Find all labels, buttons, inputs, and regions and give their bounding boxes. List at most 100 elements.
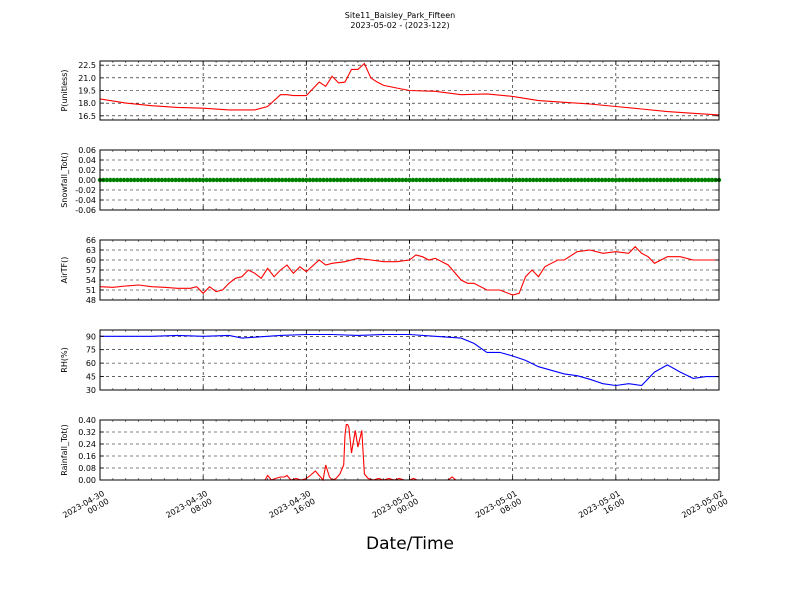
data-point xyxy=(689,177,694,183)
data-point xyxy=(524,177,529,183)
data-point xyxy=(696,177,701,183)
y-tick-label: 0.02 xyxy=(78,166,96,175)
data-point xyxy=(225,177,230,183)
y-axis-label: Rainfall_Tot() xyxy=(60,424,69,476)
data-point xyxy=(520,177,526,183)
data-point xyxy=(637,177,643,183)
data-point xyxy=(163,177,168,183)
data-point xyxy=(678,177,684,183)
data-point xyxy=(262,177,268,183)
data-point xyxy=(586,177,591,183)
data-point xyxy=(128,177,134,183)
x-tick-label: 2023-04-3008:00 xyxy=(164,489,213,528)
data-point xyxy=(568,177,574,183)
data-point xyxy=(541,177,546,183)
data-point xyxy=(434,177,440,183)
data-point xyxy=(493,177,498,183)
data-point xyxy=(610,177,615,183)
data-point xyxy=(383,177,388,183)
y-tick-label: 54 xyxy=(86,276,96,285)
y-axis-label: Snowfall_Tot() xyxy=(60,152,69,208)
data-point xyxy=(427,177,433,183)
data-point xyxy=(651,177,656,183)
data-point xyxy=(417,177,423,183)
data-point xyxy=(703,177,708,183)
y-tick-label: 57 xyxy=(86,266,96,275)
data-point xyxy=(242,177,247,183)
y-axis-label: P(unitless) xyxy=(60,69,69,111)
data-point xyxy=(603,177,608,183)
y-tick-label: 75 xyxy=(86,346,96,355)
data-point xyxy=(121,177,127,183)
data-point xyxy=(331,177,337,183)
data-point xyxy=(187,177,192,183)
data-point xyxy=(273,177,278,183)
data-point xyxy=(606,177,612,183)
data-point xyxy=(366,177,371,183)
data-point xyxy=(218,177,223,183)
data-point xyxy=(231,177,237,183)
data-point xyxy=(575,177,581,183)
data-point xyxy=(321,177,326,183)
data-point xyxy=(476,177,481,183)
y-tick-label: 60 xyxy=(86,256,96,265)
data-point xyxy=(355,177,361,183)
data-point xyxy=(393,177,398,183)
data-point xyxy=(180,177,185,183)
y-tick-label: 51 xyxy=(86,286,96,295)
data-point xyxy=(551,177,557,183)
data-point xyxy=(362,177,367,183)
y-tick-label: 66 xyxy=(86,236,96,245)
y-axis-label: AirTF() xyxy=(60,257,69,284)
data-point xyxy=(441,177,447,183)
x-tick-label: 2023-05-0200:00 xyxy=(680,489,729,528)
data-point xyxy=(114,177,120,183)
data-point xyxy=(507,177,512,183)
y-axis-label: RH(%) xyxy=(60,347,69,372)
data-point xyxy=(634,177,639,183)
data-point xyxy=(221,177,226,183)
data-point xyxy=(699,177,705,183)
data-point xyxy=(513,177,519,183)
y-tick-label: 0.16 xyxy=(78,452,96,461)
data-point xyxy=(482,177,488,183)
data-point xyxy=(599,177,605,183)
y-tick-label: 60 xyxy=(86,359,96,368)
data-point xyxy=(682,177,687,183)
data-point xyxy=(500,177,505,183)
data-point xyxy=(152,177,158,183)
data-point xyxy=(658,177,663,183)
data-point xyxy=(623,177,629,183)
data-point xyxy=(692,177,698,183)
y-tick-label: 18.0 xyxy=(78,99,96,108)
data-point xyxy=(139,177,144,183)
data-point xyxy=(531,177,536,183)
data-point xyxy=(544,177,550,183)
data-point xyxy=(390,177,395,183)
data-point xyxy=(214,177,220,183)
data-point xyxy=(173,177,178,183)
data-point xyxy=(706,177,711,183)
chart-title: Site11_Baisley_Park_Fifteen xyxy=(344,11,456,20)
data-point xyxy=(572,177,577,183)
data-point xyxy=(111,177,116,183)
y-tick-label: 19.5 xyxy=(78,87,96,96)
data-point xyxy=(386,177,392,183)
data-point xyxy=(648,177,653,183)
y-tick-label: 21.0 xyxy=(78,74,96,83)
data-point xyxy=(593,177,598,183)
data-point xyxy=(269,177,275,183)
data-point xyxy=(438,177,443,183)
data-point xyxy=(410,177,416,183)
data-point xyxy=(403,177,409,183)
data-point xyxy=(654,177,660,183)
x-tick-label: 2023-05-0100:00 xyxy=(371,489,420,528)
y-tick-label: 30 xyxy=(86,386,96,395)
data-point xyxy=(335,177,340,183)
data-point xyxy=(283,177,288,183)
data-point xyxy=(252,177,257,183)
data-point xyxy=(104,177,110,183)
data-point xyxy=(431,177,436,183)
data-point xyxy=(149,177,154,183)
